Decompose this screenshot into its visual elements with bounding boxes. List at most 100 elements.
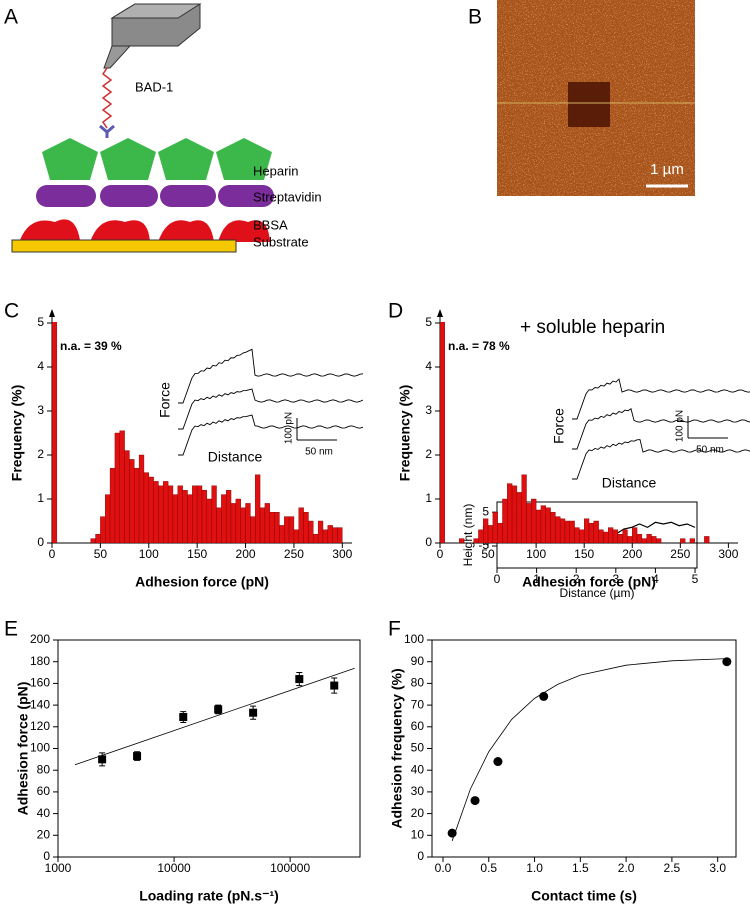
x-tick-label: 2 (573, 572, 580, 586)
bar (134, 468, 140, 543)
bar (293, 529, 299, 543)
x-tick-label: 250 (284, 547, 304, 561)
y-tick-label: 1 (37, 491, 44, 505)
bar (206, 498, 212, 543)
bar (138, 454, 145, 543)
x-tick-label: 1 (533, 572, 540, 586)
x-tick-label: 3 (612, 572, 619, 586)
x-tick-label: 1000 (45, 861, 72, 875)
bar (255, 474, 261, 543)
y-tick-label: 5 (37, 315, 44, 329)
x-axis-title: Distance (µm) (560, 586, 635, 600)
bar (502, 498, 508, 543)
point (295, 675, 304, 684)
bar (172, 494, 179, 543)
bar (459, 538, 465, 543)
bar (608, 527, 614, 543)
bar (187, 494, 193, 543)
y-tick-label: 0 (43, 849, 50, 863)
bar (182, 490, 188, 543)
label: Substrate (253, 234, 309, 249)
force-curve (178, 414, 364, 456)
label: Heparin (253, 163, 299, 178)
heparin (216, 138, 272, 180)
subtitle: + soluble heparin (520, 317, 665, 338)
bar (230, 503, 237, 543)
panel-label: D (388, 300, 403, 323)
bar (284, 516, 290, 543)
bbsa (218, 220, 270, 242)
bar (641, 538, 647, 543)
bar (100, 516, 106, 543)
panel-label: A (4, 6, 18, 29)
force-curve (572, 439, 750, 480)
bar (617, 534, 623, 543)
panel-label: F (388, 618, 401, 641)
bar (588, 523, 595, 543)
bar (612, 529, 619, 543)
bar (473, 538, 479, 543)
bar (211, 485, 217, 543)
bar (550, 512, 556, 543)
bar (95, 534, 101, 543)
y-tick-label: 100 (30, 741, 50, 755)
point (470, 796, 480, 806)
y-axis-title: Adhesion force (pN) (15, 682, 31, 816)
bar (627, 536, 633, 543)
point (493, 757, 503, 767)
bar (569, 520, 575, 543)
bar (603, 531, 609, 543)
bar (216, 507, 222, 543)
y-tick-label: 5 (425, 315, 432, 329)
x-tick-label: 10000 (157, 861, 191, 875)
heparin-layer (42, 138, 272, 180)
bar (526, 503, 532, 543)
x-axis-title: Loading rate (pN.s⁻¹) (139, 888, 279, 904)
bar (593, 520, 599, 543)
bar (704, 536, 710, 543)
y-tick-label: 30 (411, 784, 425, 798)
bar (483, 518, 489, 543)
streptavidin (160, 185, 216, 207)
y-tick-label: 3 (37, 403, 44, 417)
x-tick-label: 2.0 (618, 861, 635, 875)
bar (274, 512, 280, 543)
x-tick-label: 200 (236, 547, 256, 561)
bar (564, 520, 570, 543)
inset-x-label: Distance (208, 449, 263, 465)
y-axis-title: Height (nm) (461, 504, 475, 567)
bar (192, 485, 198, 543)
y-tick-label: 50 (411, 741, 425, 755)
bar (651, 536, 657, 543)
y-tick-label: 0 (417, 849, 424, 863)
bbsa-layer (20, 219, 270, 242)
y-tick-label: 100 (404, 632, 424, 646)
bar (221, 494, 227, 543)
diagram: BAD-1 Heparin Streptavidin BBSA Substrat… (11, 3, 322, 253)
point (330, 681, 339, 690)
bar (167, 485, 174, 543)
bar (303, 512, 309, 543)
bar (579, 529, 585, 543)
y-tick-label: -5 (478, 538, 489, 552)
point (249, 708, 258, 717)
label: BBSA (253, 217, 288, 232)
bar (540, 505, 546, 543)
point (133, 752, 142, 761)
bar (521, 474, 527, 543)
panel-label: C (4, 300, 19, 323)
heparin (158, 138, 214, 180)
plot-frame (431, 639, 737, 858)
x-tick-label: 2.5 (664, 861, 681, 875)
y-tick-label: 90 (411, 654, 425, 668)
y-axis-title: Frequency (%) (9, 385, 25, 481)
y-tick-label: 120 (30, 719, 50, 733)
y-tick-label: 3 (425, 403, 432, 417)
bar (574, 527, 580, 543)
y-tick-label: 0 (37, 535, 44, 549)
bar (250, 516, 256, 543)
cantilever-top (110, 3, 202, 19)
afm-scratch (568, 82, 610, 127)
y-axis-title: Frequency (%) (397, 385, 413, 481)
